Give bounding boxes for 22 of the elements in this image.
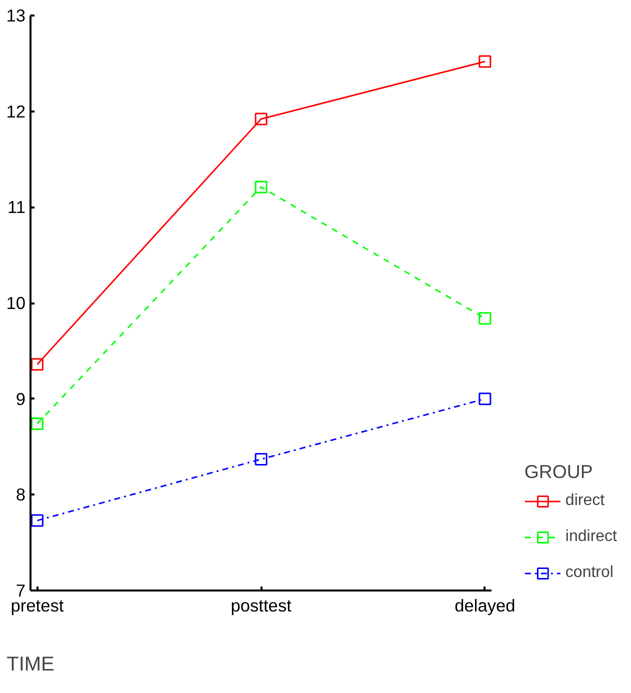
y-tick-label: 8: [16, 484, 26, 505]
x-tick-label: posttest: [230, 596, 292, 616]
point: [478, 392, 492, 406]
y-tick-label: 11: [8, 197, 26, 218]
point: [254, 112, 268, 126]
y-tick-label: 9: [16, 388, 26, 409]
legend-label: direct: [565, 492, 605, 510]
point: [254, 180, 268, 194]
point: [30, 514, 44, 527]
y-tick-label: 13: [6, 6, 26, 26]
y-tick-label: 10: [6, 293, 26, 313]
legend-label: control: [565, 564, 614, 582]
y-tick-label: 12: [6, 101, 26, 122]
point: [30, 418, 44, 430]
point: [478, 55, 492, 68]
point: [478, 312, 492, 325]
legend-label: indirect: [565, 528, 617, 546]
point: [254, 452, 268, 466]
legend-title: GROUP: [524, 461, 594, 483]
x-tick-label: delayed: [454, 596, 516, 616]
x-axis-title: TIME: [6, 654, 54, 676]
point: [30, 358, 44, 371]
